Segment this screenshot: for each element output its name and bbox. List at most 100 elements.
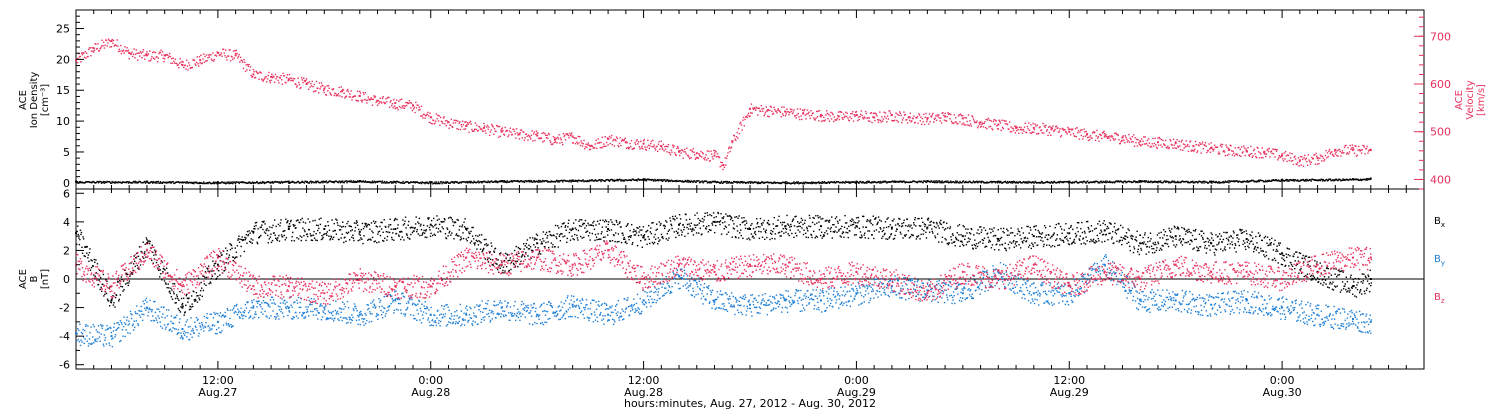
velocity-series-sample	[1326, 152, 1329, 154]
series-bx-sample	[402, 224, 405, 226]
series-bx-sample	[224, 266, 226, 268]
velocity-series-sample	[1286, 160, 1288, 163]
density-series-sample	[642, 179, 645, 182]
density-series-sample	[754, 181, 756, 184]
density-series-sample	[423, 182, 426, 184]
velocity-series-sample	[728, 146, 731, 148]
velocity-series-sample	[887, 118, 890, 120]
density-series-sample	[916, 181, 919, 184]
density-series-sample	[1359, 179, 1361, 181]
velocity-series-sample	[554, 137, 556, 139]
density-series-sample	[1214, 181, 1217, 184]
velocity-series-sample	[1245, 148, 1247, 150]
velocity-series-sample	[1138, 143, 1141, 146]
series-bx-sample	[452, 221, 454, 223]
density-series-sample	[773, 182, 775, 184]
density-series-sample	[1114, 181, 1117, 183]
density-series-sample	[330, 181, 333, 183]
velocity-series-sample	[1210, 142, 1212, 144]
velocity-series-sample	[1245, 151, 1248, 153]
density-series-sample	[530, 180, 533, 182]
density-series-sample	[943, 181, 946, 183]
density-series-sample	[1108, 180, 1111, 183]
density-series-sample	[370, 181, 372, 183]
density-series-sample	[1311, 178, 1313, 181]
series-bx-sample	[173, 292, 175, 295]
velocity-series-sample	[688, 156, 690, 158]
series-bx-sample	[313, 237, 316, 239]
velocity-series-sample	[813, 117, 815, 119]
density-series-sample	[516, 179, 518, 182]
velocity-series-sample	[1174, 141, 1177, 143]
density-series-sample	[827, 181, 829, 183]
velocity-series-sample	[519, 132, 521, 134]
series-bx-sample	[301, 236, 303, 238]
velocity-series-sample	[745, 115, 748, 118]
velocity-series-sample	[672, 146, 675, 148]
velocity-series-sample	[486, 126, 488, 128]
density-series-sample	[1355, 178, 1358, 181]
velocity-series-sample	[1284, 158, 1286, 160]
velocity-series-sample	[497, 125, 499, 128]
series-bx-sample	[446, 228, 449, 230]
density-series-sample	[507, 181, 509, 183]
series-bx-sample	[465, 238, 467, 240]
velocity-series-sample	[574, 137, 576, 139]
series-bx-sample	[143, 252, 145, 255]
series-bx-sample	[395, 232, 398, 235]
density-series-sample	[932, 181, 934, 183]
series-bx-sample	[457, 219, 459, 221]
series-bx-sample	[168, 287, 170, 289]
density-series-sample	[762, 181, 765, 184]
series-bx-sample	[235, 256, 237, 259]
density-series-sample	[1338, 178, 1340, 180]
density-series-sample	[119, 181, 121, 184]
velocity-series-sample	[295, 86, 298, 88]
series-bx-sample	[484, 243, 486, 246]
series-bx-sample	[270, 241, 273, 244]
velocity-series-sample	[234, 49, 236, 52]
series-bx-sample	[490, 242, 492, 244]
density-series-sample	[273, 181, 276, 183]
velocity-series-sample	[1128, 141, 1131, 143]
density-series-sample	[1212, 180, 1214, 183]
velocity-series-sample	[962, 122, 965, 124]
density-series-sample	[488, 181, 490, 183]
series-bx-sample	[593, 220, 595, 223]
series-bx-point	[997, 238, 1000, 240]
density-series-sample	[1115, 180, 1117, 182]
density-series-sample	[1342, 178, 1344, 180]
density-series-sample	[406, 181, 409, 183]
density-series-sample	[1311, 178, 1314, 180]
density-series-sample	[146, 180, 148, 183]
density-series-sample	[354, 180, 356, 183]
velocity-series-sample	[123, 52, 125, 54]
density-series-sample	[284, 180, 286, 183]
velocity-series-sample	[158, 52, 160, 55]
series-bx-sample	[280, 234, 283, 236]
velocity-series-sample	[488, 126, 490, 128]
density-series-sample	[1046, 180, 1048, 183]
series-bx-sample	[632, 231, 634, 233]
velocity-series-sample	[908, 116, 910, 118]
series-bx-sample	[435, 227, 438, 229]
density-series-sample	[1284, 179, 1286, 182]
density-series-sample	[1218, 180, 1220, 183]
series-bx-sample	[97, 283, 100, 286]
velocity-series-sample	[558, 134, 560, 136]
density-series-sample	[1135, 181, 1137, 184]
velocity-series-sample	[1162, 139, 1164, 142]
velocity-series-sample	[1180, 141, 1183, 143]
density-series-sample	[1163, 180, 1166, 182]
velocity-series-sample	[730, 147, 732, 149]
density-series-sample	[283, 181, 285, 183]
series-bx-sample	[458, 235, 460, 237]
series-bx-sample	[472, 226, 474, 229]
series-bx-sample	[493, 251, 496, 253]
velocity-series-sample	[983, 122, 985, 125]
series-bx-sample	[354, 230, 356, 232]
velocity-series-sample	[305, 78, 308, 80]
density-series-sample	[703, 180, 706, 182]
velocity-series-sample	[861, 114, 863, 117]
series-bx-sample	[459, 225, 461, 228]
